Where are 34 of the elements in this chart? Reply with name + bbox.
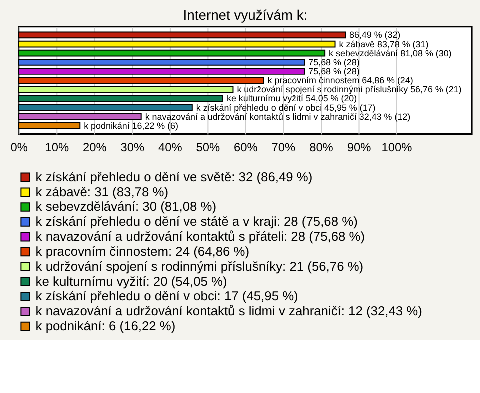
- legend-label: k získání přehledu o dění v obci: 17 (45,95 %): [36, 288, 298, 304]
- data-label: k pracovním činnostem 64,86 % (24): [268, 76, 414, 86]
- x-tick-label: 60%: [234, 140, 258, 155]
- x-tick-label: 80%: [310, 140, 334, 155]
- legend-label: k získání přehledu o dění ve státě a v kraji: 28 (75,68 %): [36, 214, 358, 230]
- x-tick-label: 90%: [347, 140, 372, 155]
- data-label: 86,49 % (32): [349, 30, 401, 40]
- x-tick-label: 70%: [272, 140, 296, 155]
- data-label: ke kulturnímu vyžití 54,05 % (20): [226, 94, 358, 104]
- x-tick-label: 40%: [158, 140, 183, 155]
- data-label: k zábavě 83,78 % (31): [339, 39, 429, 50]
- data-label: k podnikání 16,22 % (6): [84, 120, 179, 131]
- data-label: 75,68 % (28): [308, 66, 360, 76]
- legend-label: k získání přehledu o dění ve světě: 32 (86,49 %): [36, 169, 313, 184]
- x-tick-label: 30%: [120, 140, 145, 155]
- data-label: k sebevzdělávání 81,08 % (30): [329, 48, 452, 58]
- legend-label: k sebevzdělávání: 30 (81,08 %): [36, 199, 217, 214]
- data-label: k navazování a udržování kontaktů s lidmi v zahraničí 32,43 % (12): [145, 112, 411, 122]
- legend-label: k udržování spojení s rodinnými příslušníky: 21 (56,76 %): [36, 258, 364, 274]
- legend-label: ke kulturnímu vyžití: 20 (54,05 %): [36, 274, 228, 289]
- data-label: k získání přehledu o dění v obci 45,95 % (17): [196, 102, 376, 113]
- x-tick-label: 10%: [45, 140, 70, 155]
- x-tick-label: 20%: [82, 140, 108, 155]
- legend-label: k podnikání: 6 (16,22 %): [36, 318, 176, 334]
- legend-label: k pracovním činnostem: 24 (64,86 %): [36, 244, 250, 259]
- chart-title: Internet využívám k:: [183, 6, 308, 23]
- x-tick-label: 100%: [382, 140, 413, 155]
- legend-label: k zábavě: 31 (83,78 %): [36, 184, 169, 200]
- data-label: 75,68 % (28): [308, 57, 360, 68]
- legend-label: k navazování a udržování kontaktů s přáteli: 28 (75,68 %): [36, 229, 366, 244]
- x-tick-label: 50%: [196, 140, 221, 155]
- x-tick-label: 0%: [10, 140, 28, 155]
- legend-label: k navazování a udržování kontaktů s lidmi v zahraničí: 12 (32,43 %): [36, 304, 422, 319]
- data-label: k udržování spojení s rodinnými příslušníky 56,76 % (21): [237, 84, 462, 95]
